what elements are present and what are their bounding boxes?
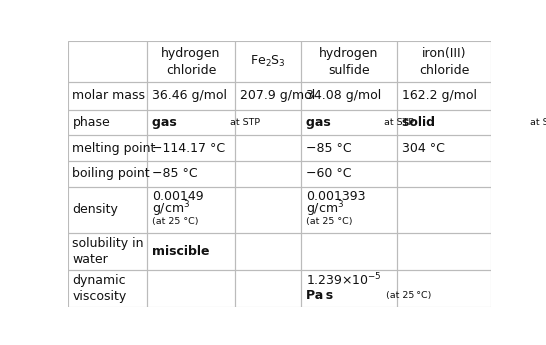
Text: 36.46 g/mol: 36.46 g/mol xyxy=(152,89,227,102)
Bar xyxy=(397,270,491,307)
Text: at STP: at STP xyxy=(230,118,260,127)
Text: Pa s: Pa s xyxy=(306,289,333,302)
Bar xyxy=(147,187,235,233)
Text: phase: phase xyxy=(73,116,110,129)
Bar xyxy=(301,270,397,307)
Text: −85 °C: −85 °C xyxy=(306,142,351,155)
Bar xyxy=(235,270,301,307)
Bar xyxy=(397,161,491,187)
Bar xyxy=(147,41,235,82)
Text: gas: gas xyxy=(152,116,181,129)
Text: molar mass: molar mass xyxy=(73,89,145,102)
Text: −114.17 °C: −114.17 °C xyxy=(152,142,225,155)
Text: solid: solid xyxy=(402,116,440,129)
Text: hydrogen
chloride: hydrogen chloride xyxy=(162,47,221,77)
Bar xyxy=(301,110,397,135)
Bar xyxy=(301,82,397,110)
Text: 1.239$\times$10$^{-5}$: 1.239$\times$10$^{-5}$ xyxy=(306,272,382,289)
Bar xyxy=(235,135,301,161)
Bar xyxy=(68,110,147,135)
Text: hydrogen
sulfide: hydrogen sulfide xyxy=(319,47,378,77)
Bar xyxy=(235,41,301,82)
Text: iron(III)
chloride: iron(III) chloride xyxy=(419,47,470,77)
Bar xyxy=(301,161,397,187)
Text: density: density xyxy=(73,204,118,216)
Bar xyxy=(397,233,491,270)
Text: melting point: melting point xyxy=(73,142,156,155)
Text: (at 25 °C): (at 25 °C) xyxy=(386,291,431,300)
Bar xyxy=(397,135,491,161)
Bar xyxy=(147,135,235,161)
Bar xyxy=(235,187,301,233)
Bar xyxy=(235,161,301,187)
Text: −60 °C: −60 °C xyxy=(306,167,351,180)
Bar xyxy=(147,233,235,270)
Text: 0.001393: 0.001393 xyxy=(306,190,365,204)
Text: 207.9 g/mol: 207.9 g/mol xyxy=(240,89,316,102)
Text: −85 °C: −85 °C xyxy=(152,167,198,180)
Bar xyxy=(68,161,147,187)
Bar xyxy=(235,233,301,270)
Text: (at 25 °C): (at 25 °C) xyxy=(152,217,198,226)
Text: 34.08 g/mol: 34.08 g/mol xyxy=(306,89,381,102)
Bar xyxy=(147,270,235,307)
Text: 304 °C: 304 °C xyxy=(402,142,445,155)
Bar xyxy=(68,135,147,161)
Bar xyxy=(301,187,397,233)
Bar xyxy=(301,41,397,82)
Text: dynamic
viscosity: dynamic viscosity xyxy=(73,274,127,303)
Bar xyxy=(147,161,235,187)
Text: miscible: miscible xyxy=(152,245,210,258)
Bar xyxy=(68,187,147,233)
Bar xyxy=(235,82,301,110)
Text: g/cm$^3$: g/cm$^3$ xyxy=(306,199,344,219)
Bar xyxy=(397,110,491,135)
Text: solubility in
water: solubility in water xyxy=(73,237,144,266)
Text: g/cm$^3$: g/cm$^3$ xyxy=(152,199,190,219)
Bar xyxy=(147,110,235,135)
Text: 162.2 g/mol: 162.2 g/mol xyxy=(402,89,477,102)
Bar xyxy=(397,187,491,233)
Bar xyxy=(68,41,147,82)
Bar xyxy=(68,233,147,270)
Text: at STP: at STP xyxy=(384,118,414,127)
Bar xyxy=(397,41,491,82)
Text: Fe$_2$S$_3$: Fe$_2$S$_3$ xyxy=(250,54,286,69)
Text: 0.00149: 0.00149 xyxy=(152,190,204,204)
Bar xyxy=(235,110,301,135)
Bar xyxy=(301,135,397,161)
Text: at STP: at STP xyxy=(530,118,546,127)
Text: (at 25 °C): (at 25 °C) xyxy=(306,217,352,226)
Text: boiling point: boiling point xyxy=(73,167,150,180)
Bar xyxy=(147,82,235,110)
Bar xyxy=(301,233,397,270)
Bar xyxy=(68,270,147,307)
Bar xyxy=(68,82,147,110)
Bar xyxy=(397,82,491,110)
Text: gas: gas xyxy=(306,116,335,129)
